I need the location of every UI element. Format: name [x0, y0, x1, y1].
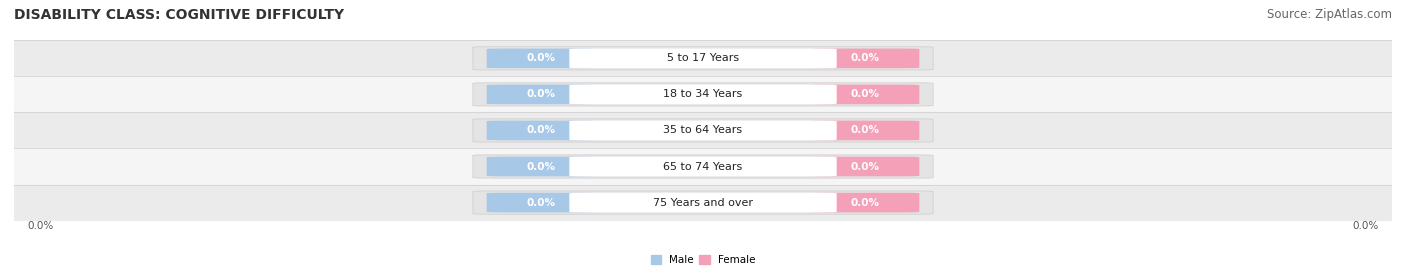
Bar	[14, 185, 1392, 221]
Bar	[14, 148, 1392, 185]
Text: 0.0%: 0.0%	[851, 53, 879, 63]
FancyBboxPatch shape	[486, 85, 596, 104]
FancyBboxPatch shape	[810, 193, 920, 212]
FancyBboxPatch shape	[569, 49, 837, 68]
Text: 0.0%: 0.0%	[527, 197, 555, 208]
Text: 18 to 34 Years: 18 to 34 Years	[664, 89, 742, 100]
FancyBboxPatch shape	[810, 157, 920, 176]
Bar	[14, 40, 1392, 76]
FancyBboxPatch shape	[486, 49, 596, 68]
FancyBboxPatch shape	[569, 157, 837, 176]
FancyBboxPatch shape	[810, 121, 920, 140]
Text: 0.0%: 0.0%	[527, 161, 555, 172]
Bar	[14, 112, 1392, 148]
FancyBboxPatch shape	[472, 47, 934, 70]
Text: 0.0%: 0.0%	[851, 89, 879, 100]
FancyBboxPatch shape	[486, 121, 596, 140]
FancyBboxPatch shape	[472, 191, 934, 214]
Text: 5 to 17 Years: 5 to 17 Years	[666, 53, 740, 63]
Text: Source: ZipAtlas.com: Source: ZipAtlas.com	[1267, 8, 1392, 21]
FancyBboxPatch shape	[472, 119, 934, 142]
FancyBboxPatch shape	[569, 193, 837, 212]
Text: 0.0%: 0.0%	[527, 125, 555, 136]
Text: 0.0%: 0.0%	[1353, 221, 1378, 231]
FancyBboxPatch shape	[486, 193, 596, 212]
FancyBboxPatch shape	[472, 83, 934, 106]
Text: 0.0%: 0.0%	[851, 197, 879, 208]
Text: 65 to 74 Years: 65 to 74 Years	[664, 161, 742, 172]
FancyBboxPatch shape	[569, 121, 837, 140]
FancyBboxPatch shape	[486, 157, 596, 176]
Text: 75 Years and over: 75 Years and over	[652, 197, 754, 208]
FancyBboxPatch shape	[810, 49, 920, 68]
Bar	[14, 76, 1392, 112]
Text: 35 to 64 Years: 35 to 64 Years	[664, 125, 742, 136]
Text: 0.0%: 0.0%	[527, 89, 555, 100]
Text: 0.0%: 0.0%	[851, 161, 879, 172]
Legend: Male, Female: Male, Female	[647, 251, 759, 269]
FancyBboxPatch shape	[810, 85, 920, 104]
Text: 0.0%: 0.0%	[851, 125, 879, 136]
Text: 0.0%: 0.0%	[527, 53, 555, 63]
Text: 0.0%: 0.0%	[28, 221, 53, 231]
FancyBboxPatch shape	[569, 85, 837, 104]
Text: DISABILITY CLASS: COGNITIVE DIFFICULTY: DISABILITY CLASS: COGNITIVE DIFFICULTY	[14, 8, 344, 22]
FancyBboxPatch shape	[472, 155, 934, 178]
